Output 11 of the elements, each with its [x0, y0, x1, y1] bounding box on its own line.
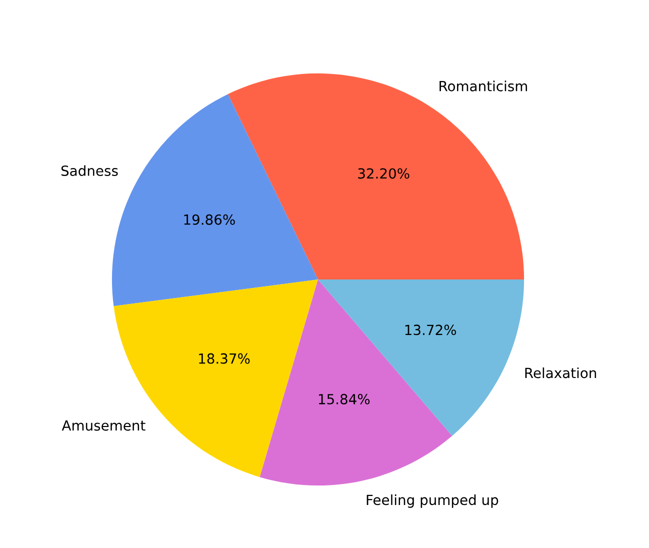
data-label: 32.20% [358, 168, 410, 179]
data-label: 18.37% [199, 353, 250, 364]
slice-label: Amusement [62, 420, 146, 431]
slice-label: Romanticism [440, 80, 527, 92]
slice-label: Relaxation [525, 367, 596, 378]
slice-label: Sadness [61, 165, 118, 176]
data-label: 13.72% [405, 324, 456, 336]
slice-label: Feeling pumped up [366, 494, 498, 508]
data-label: 15.84% [318, 394, 370, 404]
data-label: 19.86% [184, 214, 235, 225]
pie-slice [318, 279, 524, 436]
